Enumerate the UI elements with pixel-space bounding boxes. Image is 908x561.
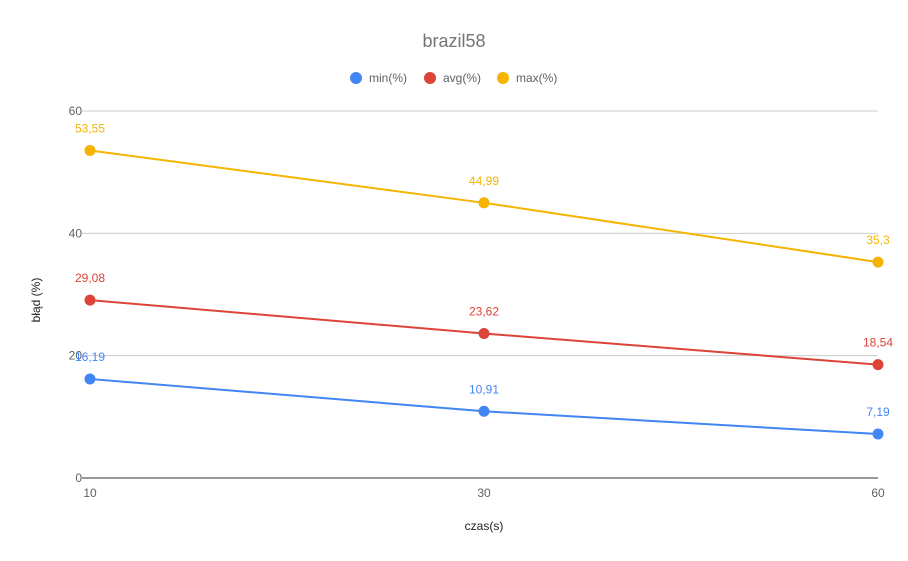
series-group: 16,19 10,91 7,19 29,08 23,62 18,54 53,55 44,99 3… — [75, 121, 893, 440]
legend-marker — [497, 72, 509, 84]
legend-marker — [424, 72, 436, 84]
data-label: 23,62 — [469, 305, 499, 319]
y-tick-label: 20 — [69, 349, 83, 363]
data-point — [84, 373, 96, 385]
x-axis-label: czas(s) — [465, 519, 504, 533]
data-label: 44,99 — [469, 174, 499, 188]
data-point — [872, 428, 884, 440]
y-tick-label: 60 — [69, 104, 83, 118]
chart-title: brazil58 — [422, 31, 485, 51]
legend-entry: max(%) — [516, 71, 557, 85]
data-label: 29,08 — [75, 271, 105, 285]
y-tick-label: 0 — [75, 471, 82, 485]
gridlines — [82, 110, 878, 479]
legend-entry: min(%) — [369, 71, 407, 85]
data-point — [478, 405, 490, 417]
x-tick-label: 60 — [871, 486, 885, 500]
y-axis-ticks: 0 20 40 60 — [69, 104, 83, 485]
x-tick-label: 30 — [477, 486, 491, 500]
data-label: 7,19 — [866, 405, 890, 419]
data-point — [872, 359, 884, 371]
legend-entry: avg(%) — [443, 71, 481, 85]
data-label: 16,19 — [75, 350, 105, 364]
x-axis-ticks: 10 30 60 — [83, 486, 885, 500]
legend: min(%) avg(%) max(%) — [350, 71, 557, 85]
data-label: 35,3 — [866, 233, 890, 247]
data-point — [84, 294, 96, 306]
y-axis-label: błąd (%) — [29, 278, 43, 323]
data-label: 10,91 — [469, 382, 499, 396]
data-label: 53,55 — [75, 121, 105, 135]
data-point — [872, 256, 884, 268]
x-tick-label: 10 — [83, 486, 97, 500]
y-tick-label: 40 — [69, 226, 83, 240]
legend-marker — [350, 72, 362, 84]
data-point — [84, 144, 96, 156]
data-point — [478, 197, 490, 209]
data-point — [478, 328, 490, 340]
data-label: 18,54 — [863, 336, 893, 350]
